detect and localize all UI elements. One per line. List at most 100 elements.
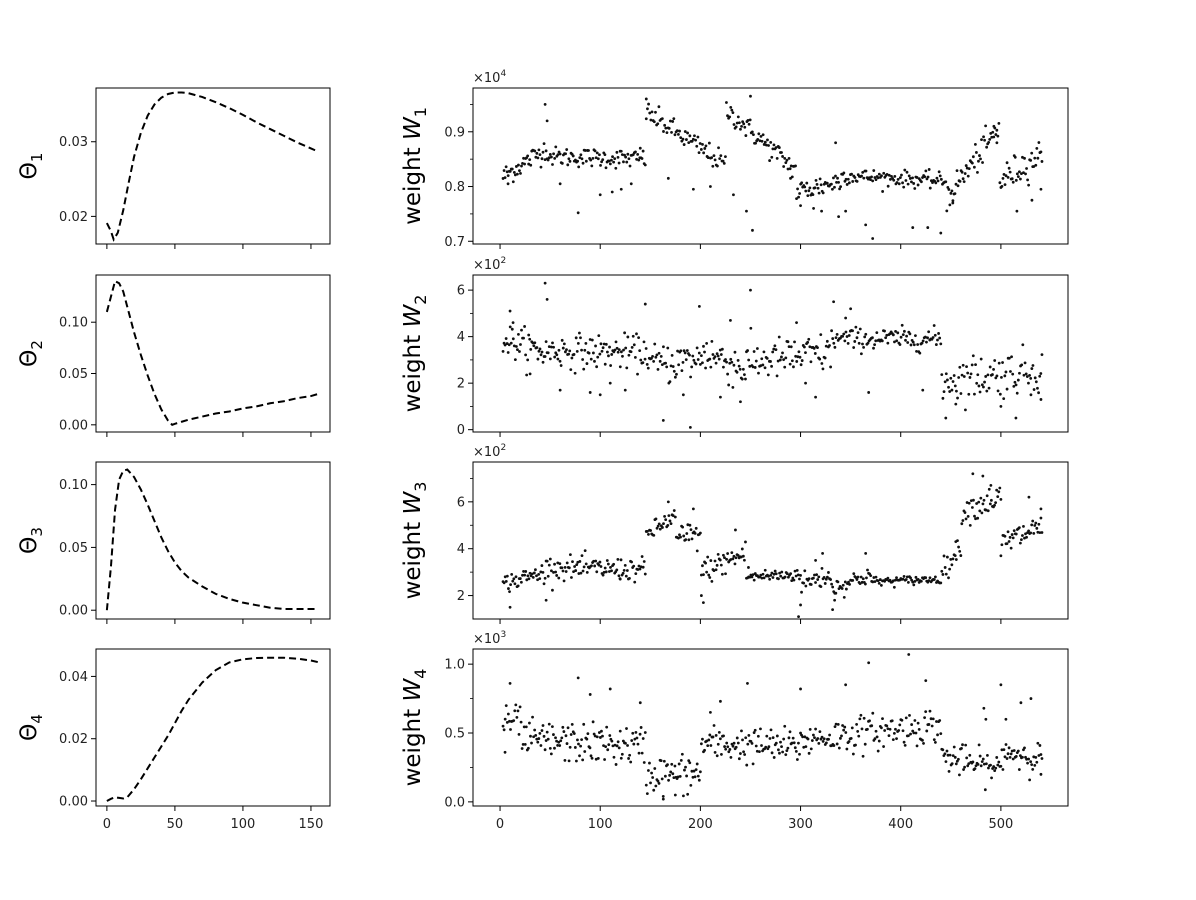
data-point [1025, 167, 1028, 170]
data-point [983, 788, 987, 792]
data-point [862, 716, 866, 720]
data-point [837, 587, 841, 591]
data-point [735, 736, 739, 740]
data-point [645, 363, 649, 366]
data-point [530, 741, 533, 745]
data-point [911, 580, 915, 584]
data-point [556, 744, 560, 747]
data-point [792, 578, 796, 582]
data-point [796, 355, 800, 359]
data-point [746, 118, 750, 122]
data-point [794, 574, 798, 578]
data-point [985, 389, 989, 393]
data-point [818, 357, 822, 361]
data-point [649, 529, 652, 532]
data-point [540, 564, 544, 567]
data-point [766, 138, 769, 142]
data-point [636, 568, 640, 571]
data-point [1020, 363, 1024, 367]
data-point [747, 566, 750, 569]
data-point [560, 161, 564, 165]
data-point [931, 336, 935, 339]
data-point [953, 755, 957, 759]
data-point [1038, 531, 1042, 534]
data-point [654, 784, 658, 788]
data-point [576, 738, 579, 742]
data-point [696, 358, 700, 361]
data-point [792, 741, 796, 745]
y-tick-label: 0.02 [59, 210, 88, 225]
data-point [519, 580, 523, 584]
data-point [533, 149, 537, 153]
data-point [701, 601, 705, 604]
data-point [924, 679, 928, 683]
data-point [1007, 746, 1011, 750]
data-point [541, 571, 545, 574]
data-point [935, 720, 938, 723]
data-point [857, 341, 861, 345]
data-point [610, 569, 613, 573]
data-point [580, 157, 584, 161]
data-point [692, 358, 696, 362]
data-point [728, 115, 732, 119]
data-point [665, 131, 669, 135]
data-point [820, 566, 824, 570]
data-point [873, 176, 877, 179]
data-point [682, 794, 685, 798]
data-point [565, 742, 569, 745]
data-point [760, 357, 764, 361]
data-point [704, 561, 707, 565]
data-point [667, 514, 671, 517]
data-point [522, 725, 526, 729]
data-point [806, 194, 810, 198]
data-point [872, 576, 876, 579]
data-point [612, 755, 616, 759]
data-point [537, 573, 541, 576]
data-point [880, 339, 884, 343]
data-point [996, 134, 1000, 138]
data-point [564, 734, 568, 738]
data-point [835, 742, 839, 746]
data-point [1030, 198, 1034, 202]
data-point [687, 141, 691, 145]
data-point [702, 151, 706, 155]
data-point [972, 165, 976, 169]
data-point [778, 358, 782, 362]
data-point [691, 137, 695, 141]
data-point [829, 365, 832, 369]
data-point [1022, 373, 1026, 377]
data-point [797, 195, 800, 199]
axes-frame [95, 274, 331, 433]
data-point [720, 347, 724, 351]
data-point [786, 340, 790, 344]
data-point [614, 340, 618, 344]
data-point [536, 578, 539, 582]
data-point [593, 564, 597, 568]
data-point [1010, 533, 1014, 536]
data-point [844, 209, 848, 213]
data-point [1008, 170, 1012, 174]
data-point [782, 737, 786, 741]
data-point [879, 584, 883, 587]
data-point [752, 133, 755, 137]
data-point [838, 187, 841, 191]
data-point [937, 170, 941, 174]
data-point [998, 486, 1002, 490]
data-point [574, 336, 578, 340]
x-tick-label: 300 [788, 817, 813, 832]
data-point [1027, 183, 1031, 187]
data-point [900, 323, 904, 327]
data-point [1001, 768, 1005, 771]
data-point [722, 365, 725, 369]
data-point [1034, 380, 1038, 384]
data-point [583, 750, 587, 753]
data-point [633, 580, 637, 584]
data-point [914, 731, 918, 735]
data-point [508, 719, 511, 723]
data-point [991, 130, 995, 134]
data-point [898, 176, 902, 180]
data-point [503, 343, 507, 347]
data-point [926, 175, 930, 179]
data-point [744, 377, 747, 381]
data-point [956, 396, 959, 400]
